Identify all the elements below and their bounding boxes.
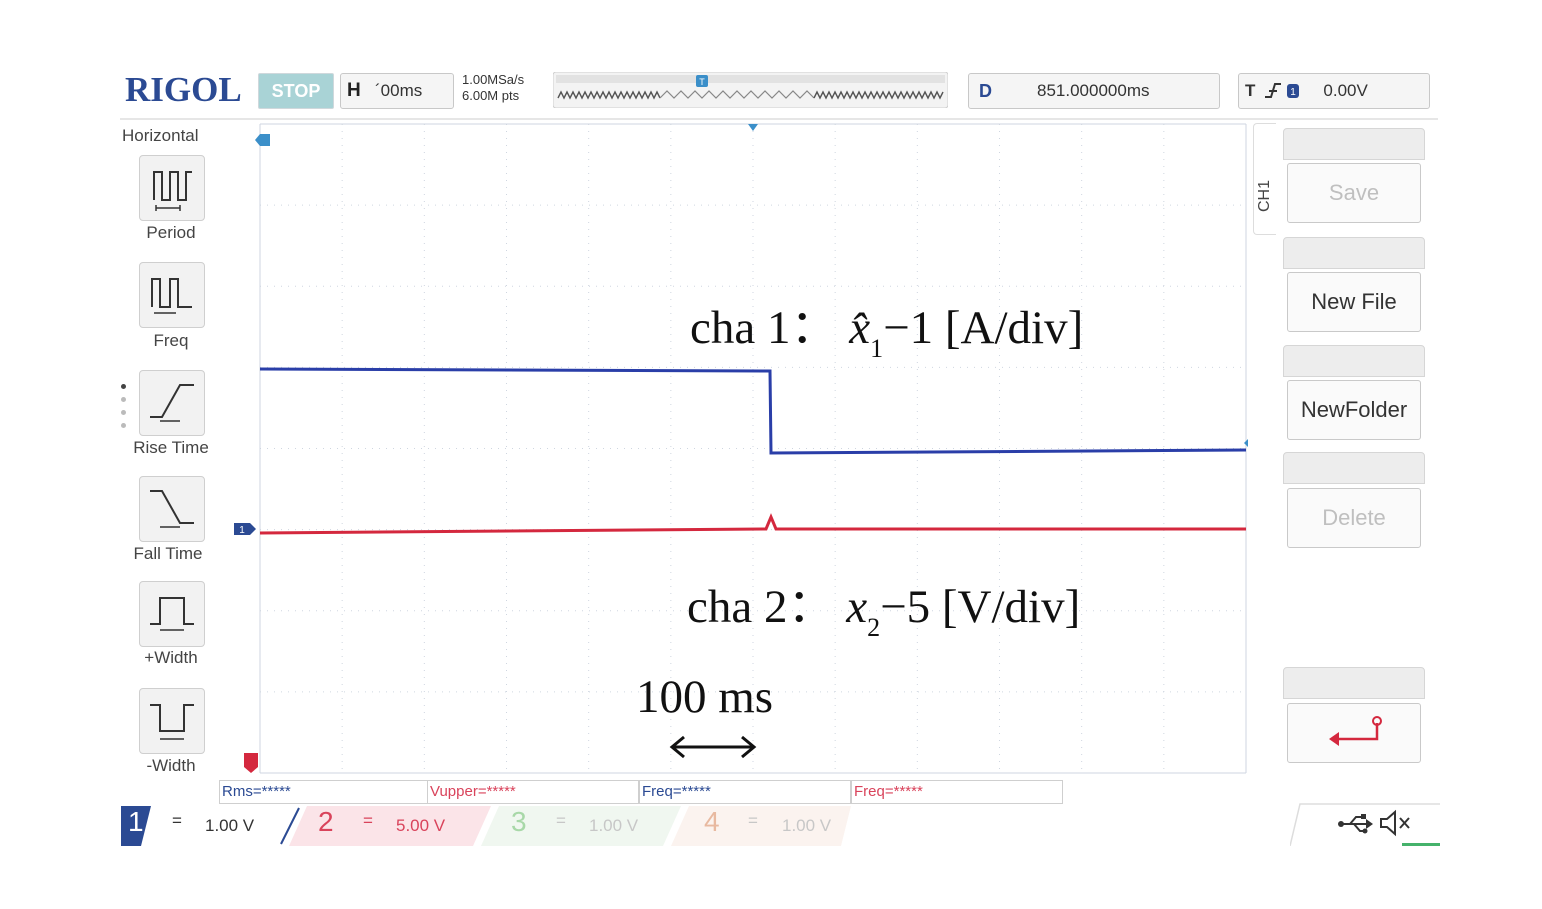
freq-label: Freq xyxy=(153,331,189,350)
measurement-freq-ch1[interactable]: Freq=***** xyxy=(639,780,851,804)
negative-width-label: -Width xyxy=(146,756,196,775)
trigger-label: T xyxy=(1245,81,1256,100)
channel-status-bar xyxy=(121,806,851,846)
time-scale-annotation: 100 ms xyxy=(636,671,774,723)
cha1-subscript: 1 xyxy=(870,334,884,363)
ch1-offset-marker: 1 xyxy=(234,523,256,536)
cha1-variable: x̂ xyxy=(849,302,871,354)
positive-width-button[interactable] xyxy=(139,581,205,647)
cha2-subscript: 2 xyxy=(867,613,881,642)
trigger-level-marker: T xyxy=(1244,439,1248,447)
usb-icon xyxy=(1338,814,1373,834)
softkey-header-5 xyxy=(1283,667,1425,699)
rise-time-button[interactable] xyxy=(139,370,205,436)
acquisition-info: 1.00MSa/s 6.00M pts xyxy=(462,72,524,104)
softkey-header-3 xyxy=(1283,345,1425,377)
trigger-position-marker xyxy=(748,124,758,131)
return-arrow-icon xyxy=(1329,716,1382,746)
ch3-coupling: = xyxy=(556,811,566,830)
negative-width-icon xyxy=(150,704,194,740)
delay-box[interactable]: D 851.000000ms xyxy=(968,73,1220,109)
ch2-scale[interactable]: 5.00 V xyxy=(396,816,446,835)
measurement-rms[interactable]: Rms=***** xyxy=(219,780,429,804)
ch2-number[interactable]: 2 xyxy=(318,806,334,837)
rising-edge-trigger-icon: 1 xyxy=(1265,83,1300,98)
softkey-header-4 xyxy=(1283,452,1425,484)
delay-label: D xyxy=(979,80,992,101)
cha1-scale: −1 [A/div] xyxy=(883,302,1084,354)
delay-value: 851.000000ms xyxy=(1037,81,1150,100)
ch4-scale[interactable]: 1.00 V xyxy=(782,816,832,835)
speaker-muted-icon[interactable] xyxy=(1378,809,1414,837)
period-icon xyxy=(153,171,192,211)
return-button[interactable] xyxy=(1287,703,1421,763)
horizontal-label: H xyxy=(347,80,361,101)
ch2-offset-marker xyxy=(244,753,258,773)
horizontal-timebase-value: ´00ms xyxy=(375,81,423,100)
run-stop-status[interactable]: STOP xyxy=(258,73,334,109)
cha2-scale: −5 [V/div] xyxy=(880,581,1081,633)
top-divider xyxy=(120,118,1438,120)
positive-width-icon xyxy=(150,597,194,631)
horizontal-timebase-box[interactable]: H ´00ms xyxy=(340,73,454,109)
status-indicator-line xyxy=(1402,843,1440,846)
measurement-freq-ch2[interactable]: Freq=***** xyxy=(851,780,1063,804)
rise-time-label: Rise Time xyxy=(133,438,209,457)
cha1-prefix: cha 1： xyxy=(690,302,850,354)
positive-width-label: +Width xyxy=(144,648,198,667)
fall-time-label: Fall Time xyxy=(133,544,203,563)
double-arrow-icon xyxy=(669,735,757,759)
memory-depth: 6.00M pts xyxy=(462,88,520,103)
delete-button[interactable]: Delete xyxy=(1287,488,1421,548)
ch1-scale[interactable]: 1.00 V xyxy=(205,816,255,835)
ch3-scale[interactable]: 1.00 V xyxy=(589,816,639,835)
ch1-number[interactable]: 1 xyxy=(128,806,144,837)
measurement-vupper[interactable]: Vupper=***** xyxy=(427,780,639,804)
freq-icon xyxy=(151,278,192,314)
rise-time-icon xyxy=(150,384,194,422)
period-button[interactable] xyxy=(139,155,205,221)
svg-text:T: T xyxy=(699,77,705,87)
ch-offset-marker-top xyxy=(255,134,270,146)
cha2-prefix: cha 2： xyxy=(687,581,847,633)
cha2-variable: x xyxy=(846,581,868,633)
new-file-button[interactable]: New File xyxy=(1287,272,1421,332)
cha2-annotation: cha 2： x2−5 [V/div] xyxy=(687,567,1080,643)
softkey-header-1 xyxy=(1283,128,1425,160)
save-button[interactable]: Save xyxy=(1287,163,1421,223)
menu-title: Horizontal xyxy=(122,126,199,145)
cha1-annotation: cha 1： x̂1−1 [A/div] xyxy=(690,288,1083,364)
status-frame xyxy=(1290,803,1440,846)
new-folder-button[interactable]: NewFolder xyxy=(1287,380,1421,440)
sample-rate: 1.00MSa/s xyxy=(462,72,525,87)
period-label: Period xyxy=(146,223,196,242)
ch2-trace xyxy=(259,513,1246,535)
menu-page-dots xyxy=(121,384,129,436)
waveform-display[interactable]: 1 T xyxy=(218,121,1248,776)
rigol-logo: RIGOL xyxy=(125,70,242,109)
trigger-box[interactable]: T 1 0.00V xyxy=(1238,73,1430,109)
memory-overview-waveform: T xyxy=(553,72,948,108)
channel-tab-frame xyxy=(1253,123,1276,235)
freq-button[interactable] xyxy=(139,262,205,328)
fall-time-button[interactable] xyxy=(139,476,205,542)
ch4-number[interactable]: 4 xyxy=(704,806,720,837)
ch1-trace xyxy=(259,367,1247,455)
ch2-coupling: = xyxy=(363,811,373,830)
fall-time-icon xyxy=(150,490,194,528)
trigger-level: 0.00V xyxy=(1323,81,1368,100)
softkey-header-2 xyxy=(1283,237,1425,269)
ch1-marker-label: 1 xyxy=(239,525,245,536)
negative-width-button[interactable] xyxy=(139,688,205,754)
ch4-coupling: = xyxy=(748,811,758,830)
ch3-number[interactable]: 3 xyxy=(511,806,527,837)
channel-tab[interactable]: CH1 xyxy=(1256,179,1273,212)
graticule xyxy=(259,123,1247,774)
svg-text:1: 1 xyxy=(1291,87,1297,98)
ch1-coupling: = xyxy=(172,811,182,830)
